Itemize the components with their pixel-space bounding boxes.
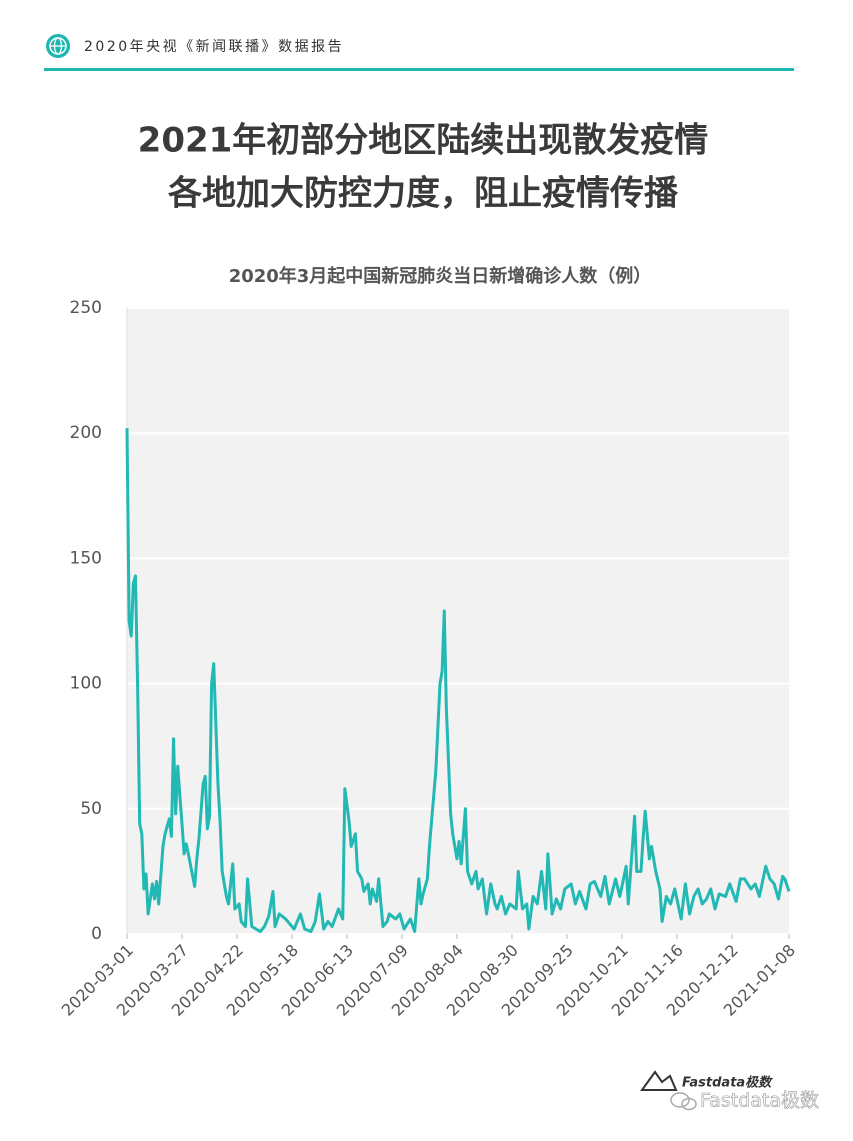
x-axis: 2020-03-012020-03-272020-04-222020-05-18… [58, 934, 799, 1020]
y-tick-label: 100 [70, 674, 102, 694]
wechat-icon [670, 1092, 697, 1111]
report-name: 2020年央视《新闻联播》数据报告 [84, 39, 344, 55]
plot-area [127, 308, 789, 934]
watermark: Fastdata极数 [700, 1090, 819, 1112]
y-tick-label: 50 [80, 799, 102, 819]
globe-icon [46, 34, 70, 58]
headline: 各地加大防控力度，阻止疫情传播 [168, 174, 679, 214]
chart-title: 2020年3月起中国新冠肺炎当日新增确诊人数（例） [229, 265, 652, 287]
y-tick-label: 200 [70, 423, 102, 443]
y-tick-label: 0 [91, 924, 102, 944]
logo: Fastdata极数 [682, 1075, 773, 1091]
y-tick-label: 250 [70, 298, 102, 318]
y-tick-label: 150 [70, 548, 102, 568]
headline: 2021年初部分地区陆续出现散发疫情 [138, 121, 709, 161]
logo-icon [640, 1070, 678, 1091]
data-line [125, 428, 791, 933]
header-rule [44, 68, 794, 71]
marks [125, 428, 791, 933]
